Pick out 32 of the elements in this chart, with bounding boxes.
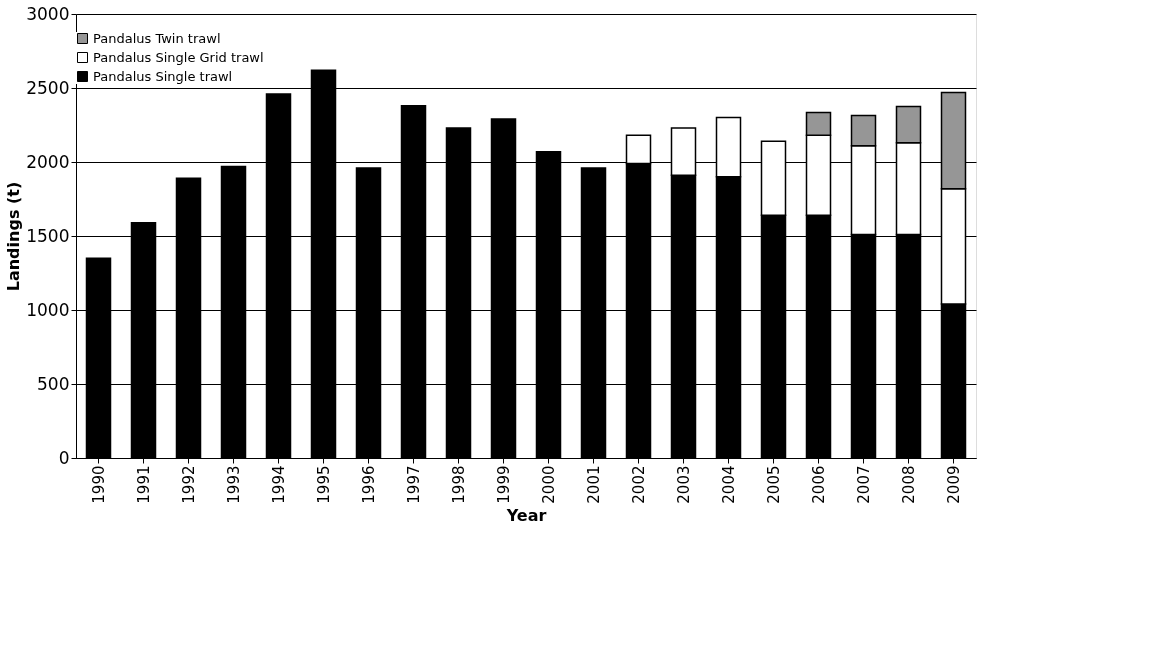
x-tick-label: 1993 (224, 465, 243, 504)
x-tick-label: 2009 (944, 465, 963, 504)
x-tick-label: 1998 (449, 465, 468, 504)
x-tick-label: 1991 (134, 465, 153, 504)
legend-label: Pandalus Single trawl (93, 68, 233, 84)
x-tick-label: 1994 (269, 465, 288, 504)
x-tick-label: 2000 (539, 465, 558, 504)
x-tick-label: 2005 (764, 465, 783, 504)
x-tick-label: 1997 (404, 465, 423, 504)
y-axis-title: Landings (t) (4, 181, 24, 292)
x-tick-label: 1999 (494, 465, 513, 504)
x-tick-label: 2002 (629, 465, 648, 504)
y-tick-label: 0 (58, 447, 70, 468)
legend-label: Pandalus Single Grid trawl (93, 49, 264, 65)
legend-label: Pandalus Twin trawl (93, 30, 221, 46)
x-tick-label: 2006 (809, 465, 828, 504)
y-tick-label: 2000 (26, 151, 70, 172)
y-tick-label: 1500 (26, 225, 70, 246)
y-tick-label: 3000 (26, 3, 70, 24)
y-tick-label: 500 (37, 373, 70, 394)
y-tick-label: 2500 (26, 77, 70, 98)
x-tick-label: 1996 (359, 465, 378, 504)
x-tick-label: 1995 (314, 465, 333, 504)
x-tick-label: 2004 (719, 465, 738, 504)
x-tick-label: 1992 (179, 465, 198, 504)
x-tick-label: 2001 (584, 465, 603, 504)
x-tick-label: 1990 (89, 465, 108, 504)
x-tick-label: 2007 (854, 465, 873, 504)
x-tick-label: 2008 (899, 465, 918, 504)
y-tick-label: 1000 (26, 299, 70, 320)
x-axis-title: Year (505, 505, 547, 525)
x-tick-label: 2003 (674, 465, 693, 504)
